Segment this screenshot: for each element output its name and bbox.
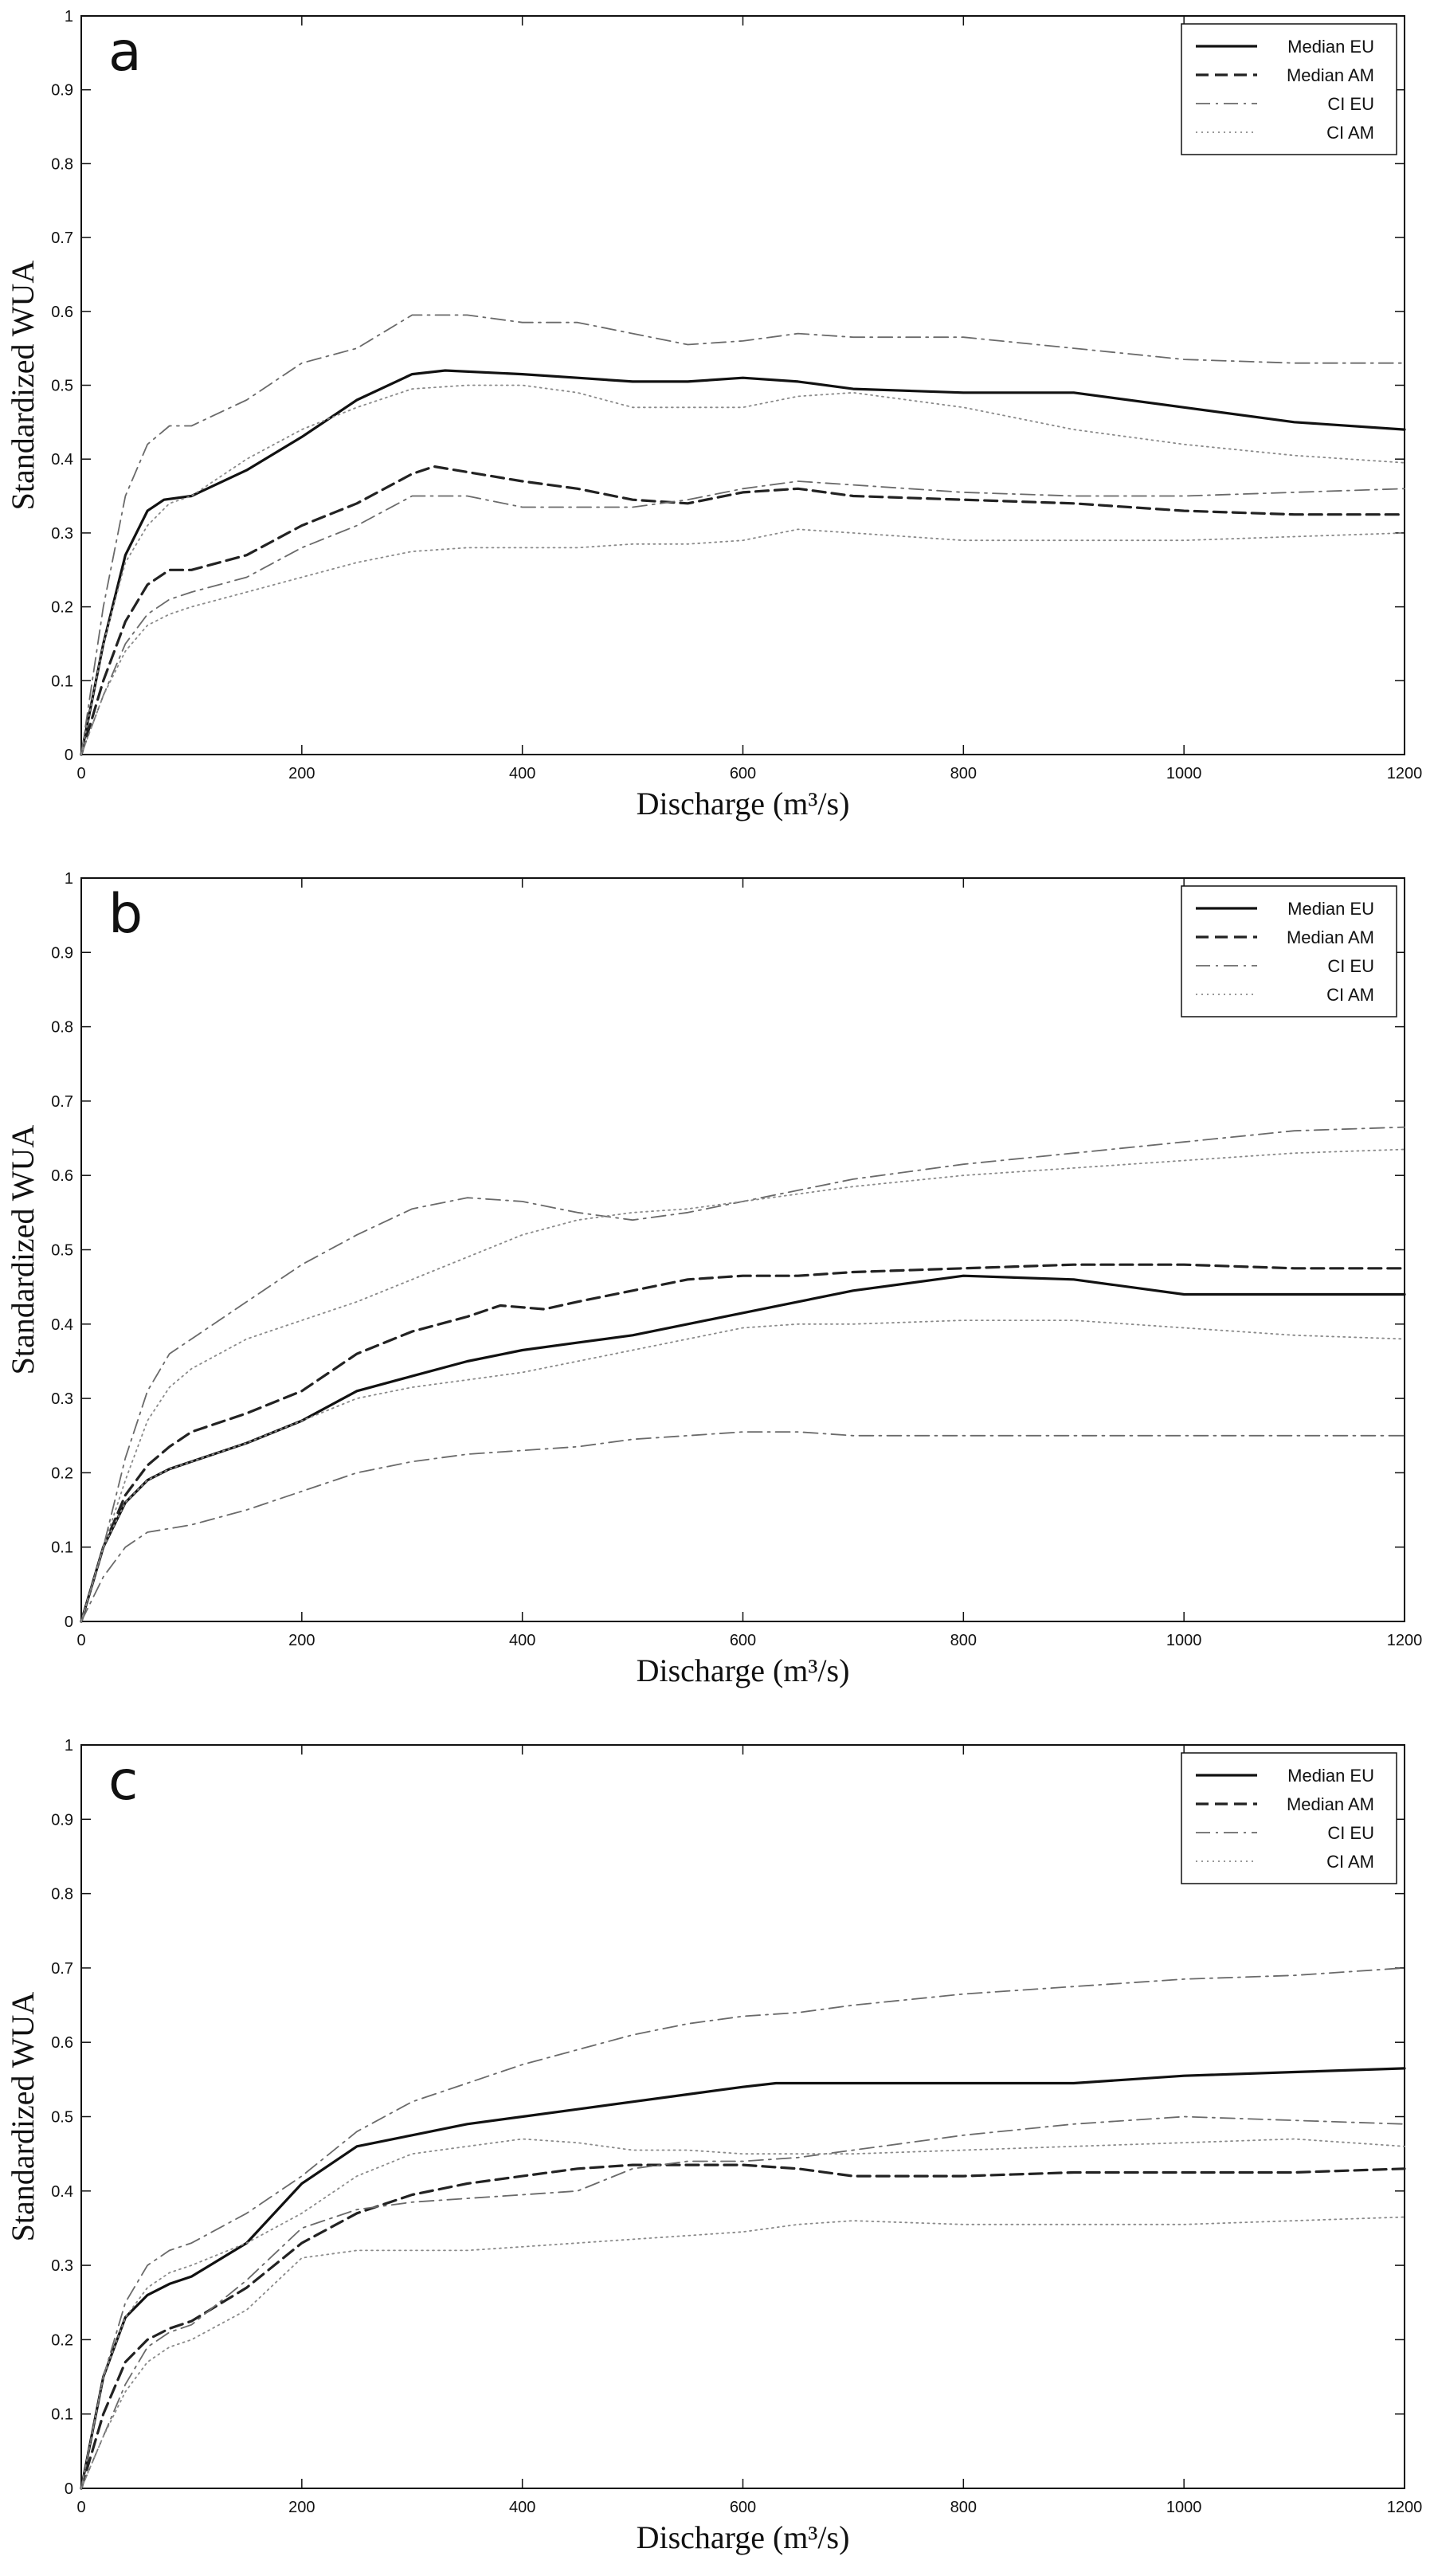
x-tick-label: 1000 — [1166, 765, 1202, 782]
x-axis-label: Discharge (m³/s) — [637, 2519, 850, 2555]
x-tick-label: 200 — [288, 765, 315, 782]
y-tick-label: 1 — [65, 870, 73, 888]
ci-am-line — [80, 1148, 1405, 1622]
legend-entry: CI EU — [1327, 94, 1374, 114]
y-tick-label: 0.3 — [51, 525, 73, 543]
y-tick-label: 0 — [65, 1613, 73, 1631]
panel-a: 0 0.1 0.2 0.3 0.4 0.5 0.6 0.7 0.8 0.9 1 0 200 400 600 8… — [5, 8, 1422, 821]
legend-entry: Median EU — [1287, 1766, 1374, 1786]
median-am-line — [80, 2163, 1406, 2490]
ci-am-line — [80, 2138, 1405, 2489]
x-tick-label: 200 — [288, 1632, 315, 1649]
y-tick-label: 0.6 — [51, 1167, 73, 1185]
y-tick-label: 0.5 — [51, 378, 73, 395]
y-axis-label: Standardized WUA — [5, 1125, 41, 1375]
y-tick-label: 0.4 — [51, 1316, 73, 1334]
y-tick-label: 0.9 — [51, 82, 73, 100]
legend: Median EU Median AM CI EU CI AM — [1181, 885, 1397, 1017]
x-tick-label: 1200 — [1387, 1632, 1423, 1649]
x-tick-label: 600 — [730, 765, 756, 782]
y-tick-label: 0.7 — [51, 1960, 73, 1978]
median-eu-line — [80, 369, 1406, 756]
ci-am-line — [80, 384, 1405, 755]
x-axis-label: Discharge (m³/s) — [637, 786, 850, 821]
y-tick-label: 0.6 — [51, 304, 73, 321]
legend-entry: Median EU — [1287, 899, 1374, 919]
x-tick-label: 0 — [76, 2499, 85, 2516]
x-tick-label: 600 — [730, 1632, 756, 1649]
x-tick-label: 400 — [509, 1632, 535, 1649]
y-tick-label: 0.5 — [51, 2109, 73, 2127]
x-tick-label: 400 — [509, 765, 535, 782]
panel-b: 0 0.1 0.2 0.3 0.4 0.5 0.6 0.7 0.8 0.9 1 0 200 400 600 8… — [5, 870, 1422, 1688]
legend-entry: CI AM — [1326, 123, 1374, 143]
x-axis-label: Discharge (m³/s) — [637, 1653, 850, 1688]
ci-eu-line — [80, 1966, 1405, 2489]
y-tick-label: 0.4 — [51, 451, 73, 469]
y-tick-label: 0.9 — [51, 1811, 73, 1829]
y-tick-label: 1 — [65, 8, 73, 25]
y-tick-label: 0.1 — [51, 2406, 73, 2424]
panel-c: 0 0.1 0.2 0.3 0.4 0.5 0.6 0.7 0.8 0.9 1 0 200 400 600 8… — [5, 1737, 1422, 2555]
legend: Median EU Median AM CI EU CI AM — [1181, 1752, 1397, 1884]
legend-entry: Median AM — [1287, 65, 1374, 85]
y-tick-label: 0.6 — [51, 2034, 73, 2052]
y-tick-label: 0.1 — [51, 1539, 73, 1557]
y-tick-label: 0 — [65, 2480, 73, 2498]
ci-eu-line — [80, 314, 1405, 755]
y-tick-label: 0.2 — [51, 2331, 73, 2349]
legend-entry: Median AM — [1287, 927, 1374, 947]
dashdot-lower-line — [80, 1431, 1405, 1622]
y-tick-label: 0.2 — [51, 599, 73, 617]
x-tick-label: 1200 — [1387, 2499, 1423, 2516]
y-tick-label: 0.8 — [51, 1886, 73, 1904]
dashdot-lower-line — [80, 480, 1405, 755]
y-tick-label: 0.7 — [51, 229, 73, 247]
median-am-line — [80, 1263, 1406, 1623]
panel-letter: b — [108, 883, 143, 946]
x-tick-label: 0 — [76, 765, 85, 782]
dotted-lower-line — [80, 1319, 1405, 1622]
y-tick-label: 0 — [65, 747, 73, 764]
dotted-lower-line — [80, 528, 1405, 755]
y-tick-label: 0.3 — [51, 2257, 73, 2275]
legend-entry: CI EU — [1327, 1823, 1374, 1843]
x-tick-label: 800 — [950, 2499, 977, 2516]
y-tick-label: 0.7 — [51, 1093, 73, 1111]
legend-entry: CI AM — [1326, 1852, 1374, 1872]
median-eu-line — [80, 2067, 1406, 2490]
y-tick-label: 0.8 — [51, 155, 73, 173]
y-tick-label: 0.3 — [51, 1390, 73, 1408]
x-tick-label: 1000 — [1166, 1632, 1202, 1649]
dotted-lower-line — [80, 2216, 1405, 2489]
legend-entry: CI AM — [1326, 985, 1374, 1005]
x-tick-label: 800 — [950, 765, 977, 782]
x-tick-label: 800 — [950, 1632, 977, 1649]
y-axis-label: Standardized WUA — [5, 261, 41, 511]
x-tick-label: 600 — [730, 2499, 756, 2516]
ci-eu-line — [80, 1126, 1405, 1622]
legend-entry: Median EU — [1287, 37, 1374, 57]
y-tick-label: 0.9 — [51, 944, 73, 962]
x-tick-label: 1000 — [1166, 2499, 1202, 2516]
median-am-line — [80, 465, 1406, 756]
y-tick-label: 1 — [65, 1737, 73, 1755]
x-tick-label: 400 — [509, 2499, 535, 2516]
y-tick-label: 0.1 — [51, 672, 73, 690]
y-tick-label: 0.5 — [51, 1242, 73, 1260]
legend-entry: Median AM — [1287, 1794, 1374, 1814]
x-tick-label: 1200 — [1387, 765, 1423, 782]
y-tick-label: 0.4 — [51, 2183, 73, 2201]
panel-letter: c — [108, 1750, 138, 1813]
y-tick-label: 0.2 — [51, 1464, 73, 1482]
x-tick-label: 200 — [288, 2499, 315, 2516]
legend-entry: CI EU — [1327, 956, 1374, 976]
y-axis-label: Standardized WUA — [5, 1992, 41, 2242]
x-tick-label: 0 — [76, 1632, 85, 1649]
legend: Median EU Median AM CI EU CI AM — [1181, 23, 1397, 155]
dashdot-lower-line — [80, 2115, 1405, 2489]
panel-letter: a — [108, 21, 142, 84]
y-tick-label: 0.8 — [51, 1019, 73, 1037]
